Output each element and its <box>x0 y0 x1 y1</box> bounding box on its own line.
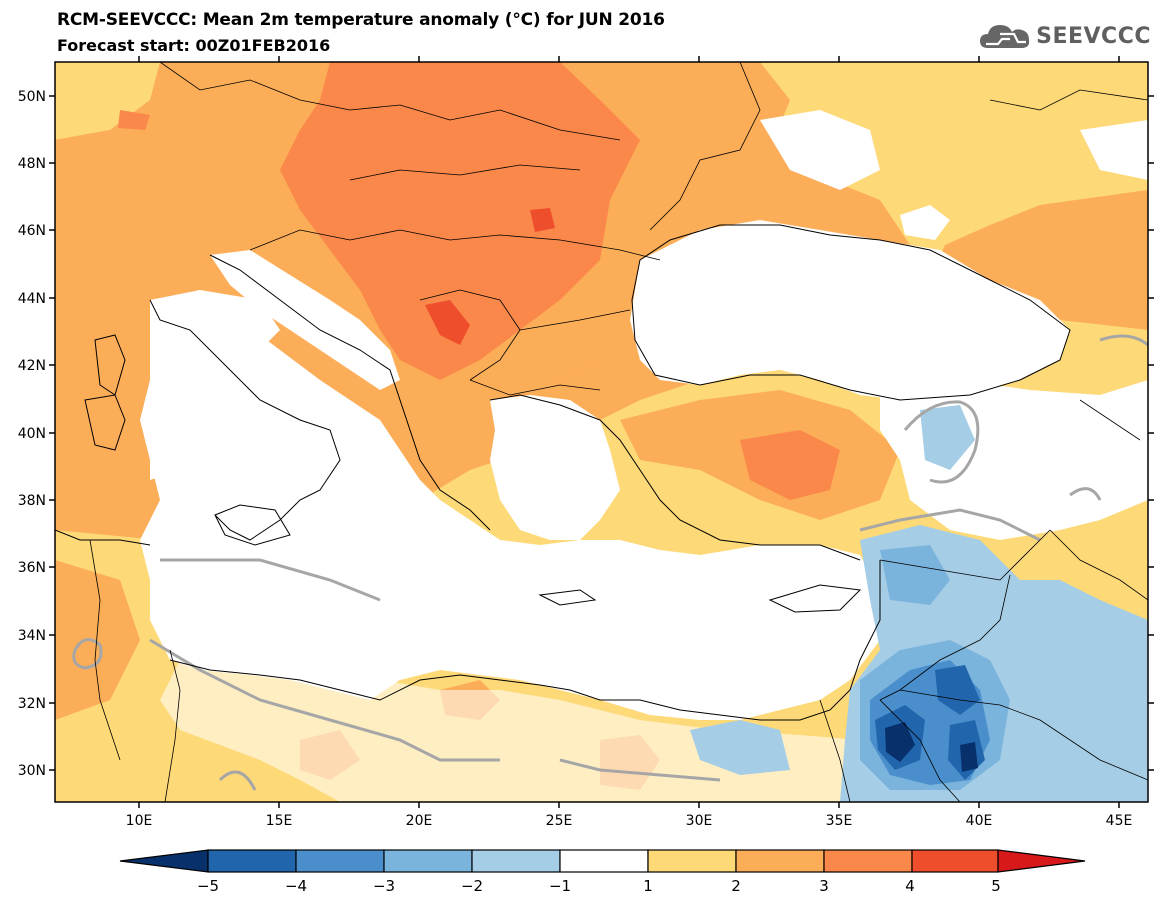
lat-label-40N: 40N <box>18 426 46 442</box>
forecast-start: Forecast start: 00Z01FEB2016 <box>57 36 331 55</box>
lat-label-36N: 36N <box>18 560 46 576</box>
colorbar-labels: −5 −4 −3 −2 −1 1 2 3 4 5 <box>197 877 1001 895</box>
lon-label-25E: 25E <box>546 813 573 829</box>
lon-label-35E: 35E <box>826 813 853 829</box>
colorbar-swatch-9 <box>911 849 999 873</box>
colorbar-swatch-2 <box>295 849 385 873</box>
lon-label-10E: 10E <box>126 813 153 829</box>
colorbar-swatch-1 <box>207 849 297 873</box>
colorbar-label: 2 <box>731 877 741 895</box>
map-frame <box>54 61 1149 803</box>
colorbar-swatch-6 <box>647 849 737 873</box>
lat-label-30N: 30N <box>18 763 46 779</box>
lon-label-45E: 45E <box>1106 813 1133 829</box>
colorbar-label: 5 <box>991 877 1001 895</box>
colorbar-swatch-3 <box>383 849 473 873</box>
lat-label-32N: 32N <box>18 696 46 712</box>
colorbar-over-triangle <box>997 849 1086 873</box>
lon-label-40E: 40E <box>966 813 993 829</box>
colorbar-label: −3 <box>373 877 395 895</box>
anomaly-band-4-5 <box>425 208 555 345</box>
coastlines <box>55 224 1071 721</box>
colorbar-label: −1 <box>549 877 571 895</box>
lat-label-38N: 38N <box>18 493 46 509</box>
anomaly-band-negative <box>690 405 1148 802</box>
logo-text: SEEVCCC <box>1036 23 1151 49</box>
lon-label-20E: 20E <box>406 813 433 829</box>
colorbar-swatch-4 <box>471 849 561 873</box>
map-plot-area <box>55 62 1148 802</box>
country-borders <box>89 62 1148 802</box>
colorbar-swatch-8 <box>823 849 913 873</box>
seevccc-logo: SEEVCCC <box>978 20 1151 52</box>
anomaly-band-3-4 <box>118 62 840 500</box>
lat-label-34N: 34N <box>18 628 46 644</box>
north-africa-neutral <box>160 600 860 802</box>
longitude-axis: 10E 15E 20E 25E 30E 35E 40E 45E <box>126 56 1133 829</box>
colorbar-label: 1 <box>643 877 653 895</box>
colorbar-label: −4 <box>285 877 307 895</box>
lat-label-44N: 44N <box>18 291 46 307</box>
lon-label-30E: 30E <box>686 813 713 829</box>
latitude-axis: 30N 32N 34N 36N 38N 40N 42N 44N 46N 48N … <box>18 89 1154 779</box>
colorbar-label: 4 <box>905 877 915 895</box>
colorbar-label: −5 <box>197 877 219 895</box>
zero-contours <box>72 334 1148 791</box>
colorbar <box>119 849 1086 873</box>
colorbar-label: −2 <box>461 877 483 895</box>
colorbar-swatch-7 <box>735 849 825 873</box>
colorbar-swatch-5 <box>559 849 649 873</box>
lat-label-46N: 46N <box>18 223 46 239</box>
lon-label-15E: 15E <box>266 813 293 829</box>
map-title: RCM-SEEVCCC: Mean 2m temperature anomaly… <box>57 10 665 30</box>
lat-label-48N: 48N <box>18 156 46 172</box>
cloud-icon <box>980 25 1030 48</box>
lat-label-42N: 42N <box>18 358 46 374</box>
lat-label-50N: 50N <box>18 89 46 105</box>
colorbar-under-triangle <box>119 849 209 873</box>
colorbar-label: 3 <box>819 877 829 895</box>
